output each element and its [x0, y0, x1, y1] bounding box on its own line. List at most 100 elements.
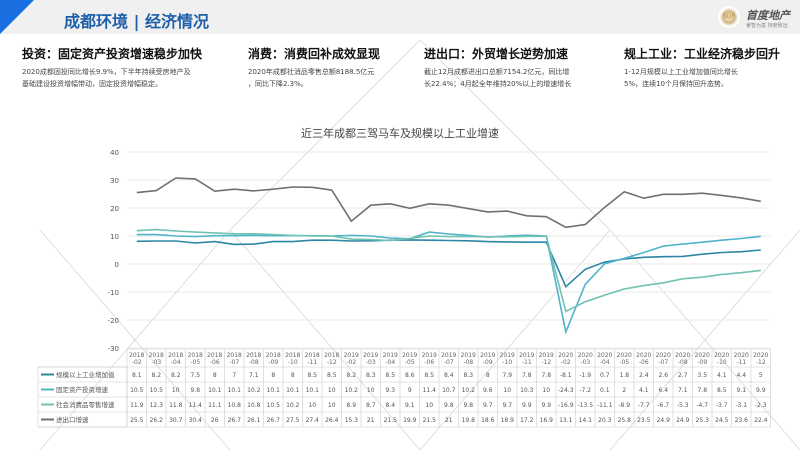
x-tick-month: -10 — [288, 359, 298, 366]
x-tick-year: 2019 — [402, 352, 417, 359]
x-tick-year: 2018 — [305, 352, 320, 359]
data-label: 10 — [328, 387, 336, 394]
x-tick-year: 2019 — [363, 352, 378, 359]
data-label: 7.1 — [249, 372, 259, 379]
data-label: 18.6 — [481, 417, 495, 424]
data-label: 25.5 — [130, 417, 144, 424]
data-label: 9.6 — [483, 387, 493, 394]
y-tick-label: -30 — [108, 345, 119, 353]
x-tick-year: 2018 — [227, 352, 242, 359]
x-tick-month: -07 — [229, 359, 239, 366]
x-tick-year: 2019 — [383, 352, 398, 359]
x-tick-month: -02 — [346, 359, 356, 366]
data-label: 10.2 — [286, 402, 300, 409]
data-label: 11.9 — [130, 402, 144, 409]
data-label: 22.4 — [754, 417, 768, 424]
data-label: 10.3 — [520, 387, 534, 394]
data-label: 10.1 — [286, 387, 300, 394]
section-heading: 投资：固定资产投资增速稳步加快 — [22, 47, 203, 61]
section-text: 5%，连续10个月保持回升态势。 — [624, 80, 729, 88]
data-label: 19.8 — [462, 417, 476, 424]
series-line — [136, 239, 761, 289]
section-text: ，同比下降2.3%。 — [248, 80, 308, 88]
series-line — [136, 177, 761, 229]
data-label: 9.1 — [736, 387, 746, 394]
data-label: 23.5 — [637, 417, 651, 424]
section-text: 2020成都固投同比增长9.9%，下半年持续受房地产及 — [22, 68, 191, 76]
x-tick-month: -12 — [756, 359, 766, 366]
data-label: 0.1 — [600, 387, 610, 394]
data-label: -24.3 — [558, 387, 574, 394]
data-label: 30.4 — [189, 417, 203, 424]
data-label: 10.7 — [442, 387, 456, 394]
data-label: 8 — [486, 372, 490, 379]
x-tick-year: 2018 — [246, 352, 261, 359]
data-label: 8.4 — [444, 372, 454, 379]
logo-slogan: 睿智为基 持度致远 — [746, 23, 788, 29]
x-tick-year: 2018 — [207, 352, 222, 359]
data-label: 10.2 — [345, 387, 359, 394]
x-tick-year: 2019 — [461, 352, 476, 359]
data-label: 10 — [425, 402, 433, 409]
section-investment: 投资：固定资产投资增速稳步加快 2020成都固投同比增长9.9%，下半年持续受房… — [22, 45, 202, 90]
data-label: 10.1 — [228, 387, 242, 394]
data-label: 8.1 — [132, 372, 142, 379]
company-logo: SDP 首度地产 睿智为基 持度致远 — [718, 6, 793, 32]
data-label: -2.3 — [755, 402, 767, 409]
data-label: 7.8 — [522, 372, 532, 379]
section-text: 1-12月规模以上工业增加值同比增长 — [624, 68, 738, 76]
legend-label: 进出口增速 — [56, 415, 89, 424]
data-label: 9.7 — [483, 402, 493, 409]
x-tick-year: 2020 — [675, 352, 690, 359]
data-label: 25.3 — [696, 417, 710, 424]
logo-mark-icon: SDP — [718, 6, 740, 28]
x-tick-month: -07 — [444, 359, 454, 366]
x-tick-month: -10 — [502, 359, 512, 366]
data-label: 10 — [172, 387, 180, 394]
data-label: 26.4 — [325, 417, 339, 424]
x-tick-month: -05 — [190, 359, 200, 366]
data-label: 24.5 — [715, 417, 729, 424]
data-label: 24.9 — [676, 417, 690, 424]
data-label: 26.1 — [247, 417, 261, 424]
section-heading: 进出口：外贸增长逆势加速 — [424, 47, 569, 61]
data-label: 10.1 — [267, 387, 281, 394]
x-tick-year: 2019 — [539, 352, 554, 359]
data-label: 26 — [211, 417, 219, 424]
data-label: 7.1 — [678, 387, 688, 394]
x-tick-month: -11 — [307, 359, 317, 366]
x-tick-month: -10 — [717, 359, 727, 366]
data-label: 2.6 — [658, 372, 668, 379]
data-label: 8.3 — [463, 372, 473, 379]
y-tick-label: -20 — [108, 317, 119, 325]
data-label: -7.7 — [638, 402, 650, 409]
section-heading: 消费：消费回补成效显现 — [248, 47, 381, 61]
data-label: 7.8 — [541, 372, 551, 379]
series-line — [136, 231, 761, 335]
header-corner-accent — [0, 0, 34, 34]
data-label: 0.7 — [600, 372, 610, 379]
y-tick-label: 30 — [110, 177, 119, 185]
section-text: 基础建设投资增幅带动，固定投资增幅稳定。 — [22, 80, 162, 88]
data-label: 11.8 — [169, 402, 183, 409]
data-label: 9.9 — [522, 402, 532, 409]
data-label: 8.4 — [385, 402, 395, 409]
data-label: -8.9 — [618, 402, 630, 409]
x-tick-month: -05 — [619, 359, 629, 366]
data-label: -5.3 — [677, 402, 689, 409]
data-label: 8 — [291, 372, 295, 379]
data-label: 8.2 — [151, 372, 161, 379]
data-label: 24.9 — [657, 417, 671, 424]
data-label: 12.3 — [150, 402, 164, 409]
data-label: 10.1 — [208, 387, 222, 394]
y-tick-label: 40 — [110, 149, 119, 157]
data-label: 8 — [271, 372, 275, 379]
data-label: -8.1 — [560, 372, 572, 379]
x-tick-year: 2018 — [149, 352, 164, 359]
data-label: 10.2 — [462, 387, 476, 394]
x-tick-month: -06 — [424, 359, 434, 366]
x-tick-year: 2019 — [500, 352, 515, 359]
data-label: 9.9 — [756, 387, 766, 394]
data-label: -11.1 — [597, 402, 613, 409]
